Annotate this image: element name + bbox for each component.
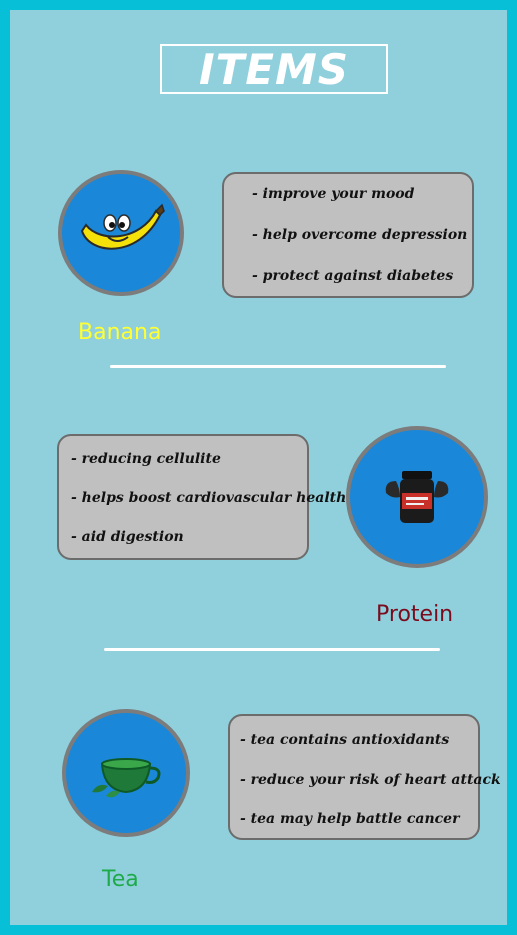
tea-label: Tea (102, 867, 139, 892)
banana-icon (80, 203, 165, 250)
tea-image (62, 709, 190, 837)
page-title: ITEMS (198, 44, 349, 94)
banana-benefit-1: - improve your mood (252, 186, 415, 202)
protein-benefits-box: - reducing cellulite - helps boost cardi… (57, 434, 346, 560)
tea-benefit-1: - tea contains antioxidants (240, 732, 450, 748)
banana-image (58, 170, 184, 296)
protein-benefit-2: - helps boost cardiovascular health (71, 490, 347, 506)
tea-benefits-box: - tea contains antioxidants - reduce you… (228, 714, 501, 840)
banana-benefits-box: - improve your mood - help overcome depr… (222, 172, 474, 298)
tea-benefit-3: - tea may help battle cancer (240, 811, 460, 827)
title-box: ITEMS (160, 44, 388, 94)
protein-benefit-1: - reducing cellulite (71, 451, 221, 467)
divider-2 (104, 648, 440, 651)
protein-jar-icon (385, 471, 449, 523)
banana-benefit-2: - help overcome depression (252, 227, 468, 243)
protein-image (346, 426, 488, 568)
tea-cup-icon (92, 758, 161, 798)
banana-label: Banana (78, 320, 162, 345)
protein-label: Protein (376, 602, 454, 627)
protein-benefit-3: - aid digestion (71, 529, 184, 545)
divider-1 (110, 365, 446, 368)
tea-benefit-2: - reduce your risk of heart attack (240, 772, 501, 788)
banana-benefit-3: - protect against diabetes (252, 268, 454, 284)
